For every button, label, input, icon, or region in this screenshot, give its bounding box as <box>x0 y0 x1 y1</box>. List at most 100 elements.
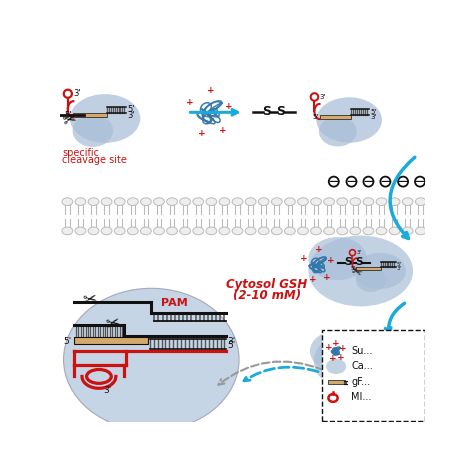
Text: +: + <box>325 343 333 352</box>
Text: 3': 3' <box>228 337 236 346</box>
Text: +: + <box>337 353 344 362</box>
Text: gF...: gF... <box>352 377 371 387</box>
Text: +: + <box>329 354 337 363</box>
Ellipse shape <box>284 198 295 206</box>
Text: 3': 3' <box>103 386 111 395</box>
Ellipse shape <box>376 198 387 206</box>
Ellipse shape <box>62 227 73 235</box>
Ellipse shape <box>363 198 374 206</box>
Ellipse shape <box>389 198 400 206</box>
Text: 3': 3' <box>128 110 135 119</box>
Ellipse shape <box>258 227 269 235</box>
Text: +: + <box>300 254 308 263</box>
Ellipse shape <box>70 94 140 143</box>
Text: +: + <box>338 345 346 354</box>
Bar <box>330 358 353 361</box>
Ellipse shape <box>389 227 400 235</box>
Text: 5': 5' <box>370 109 376 115</box>
Ellipse shape <box>356 268 386 292</box>
Ellipse shape <box>180 227 191 235</box>
Text: specific: specific <box>62 148 99 158</box>
Ellipse shape <box>329 177 339 187</box>
Ellipse shape <box>364 177 374 187</box>
Text: 3': 3' <box>397 266 401 271</box>
Ellipse shape <box>180 198 191 206</box>
Text: (2-10 mM): (2-10 mM) <box>233 289 301 302</box>
Ellipse shape <box>62 198 73 206</box>
Ellipse shape <box>206 227 217 235</box>
Bar <box>356 267 382 270</box>
Ellipse shape <box>114 227 125 235</box>
Text: +: + <box>327 256 335 265</box>
Text: −: − <box>379 174 392 189</box>
Ellipse shape <box>193 198 204 206</box>
Text: Ca...: Ca... <box>352 361 373 372</box>
Ellipse shape <box>415 177 425 187</box>
Ellipse shape <box>402 198 413 206</box>
Bar <box>74 337 148 344</box>
Text: Cytosol GSH: Cytosol GSH <box>226 278 308 291</box>
Ellipse shape <box>284 227 295 235</box>
Text: 3': 3' <box>319 94 326 100</box>
Text: +: + <box>198 129 206 138</box>
Text: S: S <box>262 105 271 118</box>
Ellipse shape <box>346 177 356 187</box>
Ellipse shape <box>380 177 391 187</box>
Ellipse shape <box>49 198 60 206</box>
Text: +: + <box>323 273 331 282</box>
Ellipse shape <box>402 227 413 235</box>
Text: PAM: PAM <box>161 298 188 308</box>
Text: Su...: Su... <box>352 346 373 356</box>
Text: +: + <box>332 339 340 348</box>
Ellipse shape <box>114 198 125 206</box>
Text: 5': 5' <box>324 357 329 362</box>
Ellipse shape <box>354 253 406 289</box>
Text: 5': 5' <box>228 341 236 350</box>
Text: 5': 5' <box>64 337 72 346</box>
Text: −: − <box>345 174 358 189</box>
Ellipse shape <box>245 198 256 206</box>
Ellipse shape <box>272 227 282 235</box>
Text: +: + <box>219 126 227 135</box>
Ellipse shape <box>309 237 367 280</box>
Ellipse shape <box>310 227 321 235</box>
Ellipse shape <box>232 198 243 206</box>
Text: S: S <box>276 105 285 118</box>
Ellipse shape <box>128 227 138 235</box>
Ellipse shape <box>314 330 400 392</box>
Ellipse shape <box>319 116 357 146</box>
FancyBboxPatch shape <box>322 330 425 421</box>
Ellipse shape <box>316 97 382 143</box>
Ellipse shape <box>329 359 357 381</box>
Ellipse shape <box>258 198 269 206</box>
Ellipse shape <box>232 227 243 235</box>
Text: 5': 5' <box>350 266 356 271</box>
Ellipse shape <box>49 227 60 235</box>
Ellipse shape <box>219 198 230 206</box>
Bar <box>319 115 351 119</box>
Ellipse shape <box>310 198 321 206</box>
Ellipse shape <box>298 227 309 235</box>
Text: +: + <box>315 245 322 254</box>
Ellipse shape <box>415 227 426 235</box>
Ellipse shape <box>310 331 362 371</box>
Ellipse shape <box>328 345 375 378</box>
Ellipse shape <box>101 227 112 235</box>
Text: ✂: ✂ <box>348 264 364 281</box>
Text: 5': 5' <box>312 114 318 120</box>
Ellipse shape <box>324 198 335 206</box>
Text: cleavage site: cleavage site <box>62 155 127 164</box>
Bar <box>73 113 107 118</box>
Ellipse shape <box>75 227 86 235</box>
Text: +: + <box>207 86 214 95</box>
Ellipse shape <box>272 198 282 206</box>
Ellipse shape <box>350 227 361 235</box>
Ellipse shape <box>75 198 86 206</box>
Ellipse shape <box>398 177 408 187</box>
Text: ✂: ✂ <box>104 312 121 333</box>
Ellipse shape <box>309 236 413 306</box>
Text: S: S <box>356 257 363 267</box>
Ellipse shape <box>298 198 309 206</box>
Ellipse shape <box>101 198 112 206</box>
Ellipse shape <box>167 198 177 206</box>
